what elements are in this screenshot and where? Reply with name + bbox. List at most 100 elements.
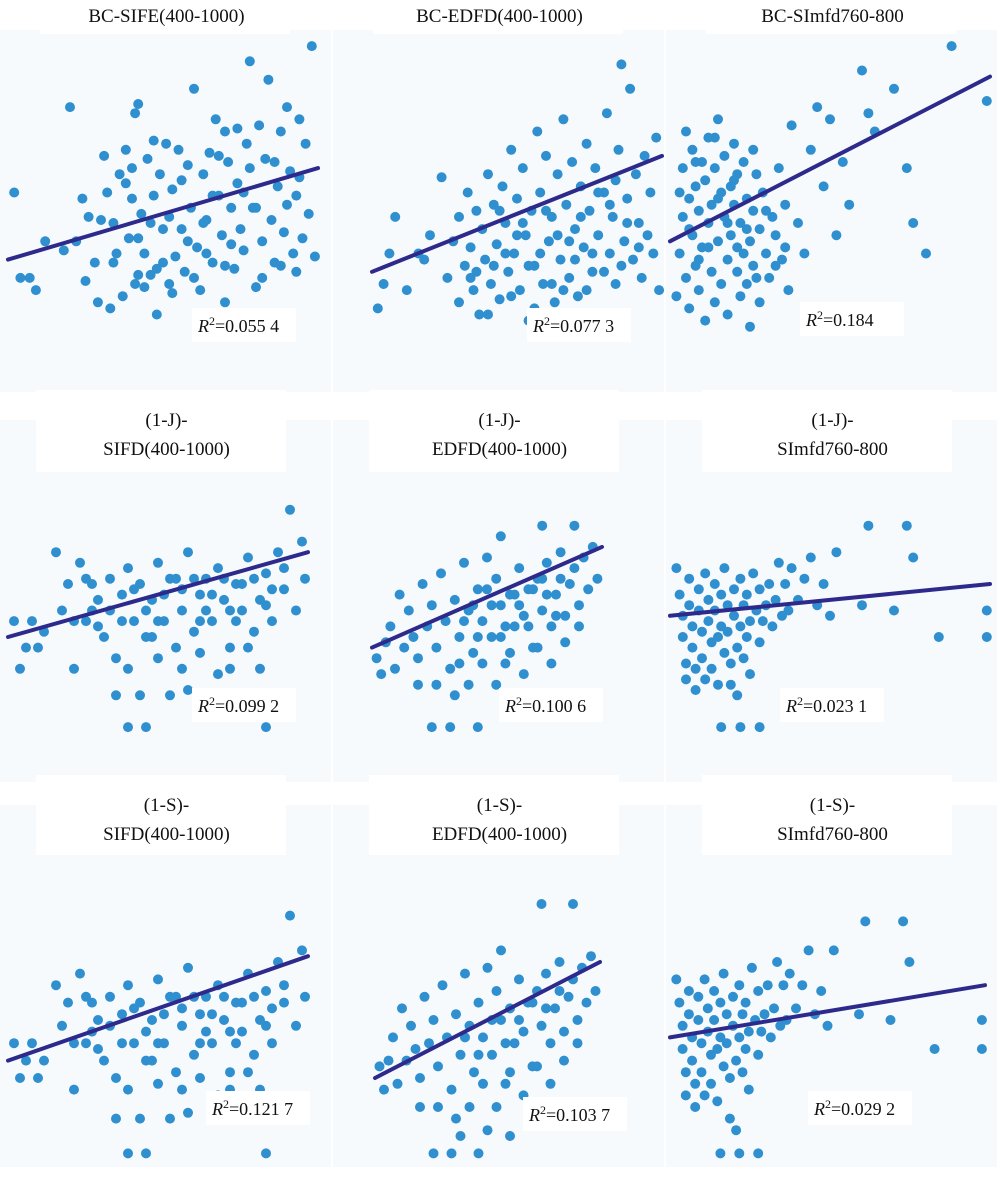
data-point [696, 1067, 707, 1078]
data-point [759, 1009, 770, 1020]
data-point [207, 616, 217, 627]
scatter-plot: (1-J)- SImfd760-800 R2=0.023 1 [666, 390, 997, 782]
chart-title: (1-J)- [811, 410, 853, 431]
data-point [799, 573, 810, 584]
data-point [397, 1003, 407, 1014]
data-point [285, 504, 295, 515]
data-point [706, 1078, 716, 1089]
data-point [394, 589, 405, 600]
data-point [545, 1038, 556, 1049]
data-point [558, 285, 569, 296]
data-point [778, 980, 789, 991]
data-point [683, 1009, 694, 1020]
data-point [541, 205, 551, 216]
data-point [693, 285, 704, 296]
data-point [99, 1055, 109, 1066]
data-point [687, 642, 698, 653]
data-point [431, 679, 442, 690]
data-point [153, 1038, 163, 1049]
scatter-panel: BC-SImfd760-800 R2=0.184 [666, 0, 999, 392]
data-point [745, 616, 755, 627]
data-point [555, 547, 566, 558]
data-point [532, 642, 543, 653]
data-point [495, 632, 506, 642]
data-point [153, 653, 163, 664]
data-point [260, 153, 271, 164]
data-point [164, 279, 175, 289]
data-point [105, 573, 115, 584]
scatter-plot: (1-J)- SIFD(400-1000) R2=0.099 2 [0, 390, 331, 782]
data-point [908, 552, 919, 563]
chart-title: (1-S)- [144, 795, 189, 816]
data-point [703, 242, 714, 253]
data-point [135, 690, 145, 701]
data-point [141, 605, 151, 616]
data-point [21, 1055, 31, 1066]
data-point [99, 632, 109, 642]
data-point [512, 193, 522, 204]
data-point [120, 178, 131, 189]
data-point [654, 285, 665, 296]
data-point [141, 1148, 151, 1159]
data-point [505, 1131, 515, 1141]
data-point [671, 563, 682, 574]
data-point [297, 536, 307, 547]
data-point [220, 260, 230, 271]
data-point [399, 642, 410, 653]
data-point [469, 1067, 479, 1078]
data-point [908, 218, 919, 228]
data-point [535, 248, 546, 259]
data-point [257, 236, 268, 247]
data-point [735, 573, 746, 584]
data-point [279, 980, 289, 991]
data-point [709, 579, 720, 589]
data-point [58, 245, 69, 256]
title-box [706, 0, 956, 34]
data-point [297, 945, 307, 956]
data-point [732, 690, 743, 701]
data-point [797, 980, 808, 991]
data-point [500, 248, 511, 259]
data-point [537, 520, 548, 531]
data-point [719, 647, 730, 658]
data-point [514, 600, 525, 611]
data-point [243, 642, 253, 653]
data-point [195, 1038, 205, 1049]
r2-annotation: R2=0.100 6 [504, 694, 586, 716]
data-point [243, 1067, 253, 1078]
data-point [241, 138, 252, 149]
data-point [459, 260, 470, 271]
data-point [700, 568, 711, 579]
scatter-plot: (1-S)- EDFD(400-1000) R2=0.103 7 [333, 775, 664, 1167]
data-point [751, 169, 762, 180]
data-point [89, 257, 100, 268]
data-point [251, 282, 261, 293]
data-point [123, 1084, 133, 1095]
data-point [472, 632, 483, 642]
r2-box [800, 302, 904, 336]
scatter-panel: (1-S)- SIFD(400-1000) R2=0.121 7 [0, 775, 333, 1167]
data-point [772, 957, 783, 967]
data-point [454, 211, 464, 222]
data-point [413, 679, 423, 690]
data-point [751, 272, 762, 283]
data-point [159, 1009, 169, 1020]
data-point [536, 899, 547, 909]
data-point [219, 1015, 229, 1025]
data-point [459, 557, 469, 568]
data-point [133, 99, 144, 109]
data-point [703, 616, 714, 627]
data-point [291, 605, 301, 616]
data-point [616, 59, 627, 70]
data-point [462, 187, 473, 198]
data-point [780, 579, 791, 589]
data-point [764, 272, 775, 283]
data-point [30, 285, 41, 296]
r2-symbol: R [805, 310, 817, 330]
trend-line [6, 166, 320, 262]
data-point [581, 138, 592, 149]
data-point [275, 126, 286, 137]
data-point [171, 642, 181, 653]
data-point [757, 616, 768, 627]
data-point [754, 224, 765, 235]
